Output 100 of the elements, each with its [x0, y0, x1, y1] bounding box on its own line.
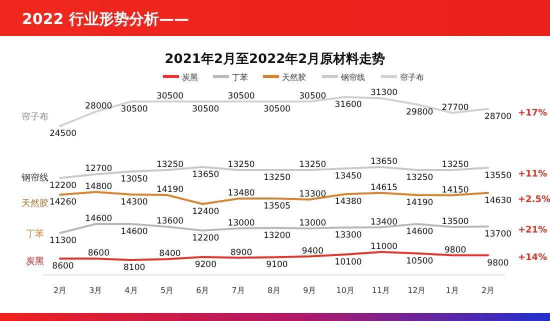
data-label: 13250: [406, 173, 434, 184]
text: 2022 行业形势分析——: [22, 10, 189, 28]
data-label: 30500: [228, 91, 255, 102]
data-label: 13500: [442, 217, 469, 227]
data-label: 14190: [406, 198, 434, 208]
data-label: 8600: [88, 248, 110, 259]
data-label: 14190: [156, 185, 184, 196]
legend-label: 丁苯: [232, 73, 248, 82]
data-label: 14800: [85, 182, 112, 192]
legend-label: 帘子布: [400, 73, 424, 82]
data-label: 13480: [228, 188, 255, 199]
data-label: 12200: [49, 181, 77, 191]
x-tick-label: 2月: [53, 286, 67, 295]
data-label: 13300: [334, 230, 362, 241]
data-label: 30500: [120, 104, 148, 114]
text: 天然胶: [22, 199, 48, 209]
data-label: 10100: [334, 257, 362, 268]
text: 帘子布: [22, 112, 48, 122]
legend: 丁苯: [213, 73, 248, 82]
x-tick-label: 12月: [408, 286, 426, 295]
x-tick-label: 8月: [267, 286, 281, 295]
data-label: 13250: [263, 173, 291, 184]
data-label: 10500: [406, 256, 434, 266]
data-label: 14150: [442, 185, 469, 196]
x-tick-label: 9月: [303, 286, 316, 295]
data-label: 14600: [120, 227, 148, 237]
x-tick-label: 4月: [124, 286, 138, 295]
data-label: 24500: [49, 129, 77, 139]
data-label: 13450: [334, 172, 362, 182]
data-label: 14615: [370, 182, 398, 193]
data-label: 9200: [194, 260, 216, 270]
data-label: 30500: [299, 91, 326, 102]
data-label: 12200: [192, 234, 220, 244]
legend: 炭黑: [163, 73, 198, 82]
x-tick-label: 10月: [336, 286, 354, 295]
text: +11%: [518, 170, 548, 180]
data-label: 13550: [484, 170, 512, 181]
data-label: 8100: [124, 263, 146, 273]
data-label: 8600: [52, 262, 74, 272]
data-label: 14260: [49, 198, 77, 208]
data-label: 13000: [228, 218, 255, 228]
text: 丁苯: [26, 230, 44, 240]
data-label: 14630: [484, 196, 512, 206]
data-label: 29800: [406, 107, 434, 118]
x-tick-label: 6月: [196, 286, 210, 295]
data-label: 9400: [302, 246, 324, 256]
x-tick-label: 5月: [160, 286, 174, 295]
data-label: 31300: [370, 88, 398, 98]
data-label: 12400: [192, 207, 220, 217]
data-label: 9800: [487, 258, 509, 268]
legend: 帘子布: [381, 73, 424, 82]
text: +21%: [518, 226, 548, 236]
x-tick-label: 2月: [481, 286, 495, 295]
chart-title: 2021年2月至2022年2月原材料走势: [164, 51, 386, 67]
data-label: 9100: [266, 260, 288, 270]
data-label: 14380: [334, 197, 362, 208]
data-label: 14600: [85, 214, 112, 224]
data-label: 8400: [159, 249, 181, 260]
legend-label: 炭黑: [182, 73, 198, 82]
legend: 天然胶: [263, 73, 306, 82]
data-label: 30500: [263, 104, 291, 114]
data-label: 13650: [192, 170, 220, 180]
data-label: 13000: [299, 218, 326, 228]
data-label: 13505: [263, 201, 291, 212]
data-label: 13700: [484, 229, 512, 240]
data-label: 30500: [192, 104, 220, 114]
data-label: 13300: [299, 190, 326, 200]
text: +17%: [518, 108, 548, 118]
data-label: 13250: [228, 160, 255, 170]
x-tick-label: 3月: [89, 286, 102, 295]
data-label: 14300: [120, 198, 148, 208]
data-label: 8900: [230, 248, 252, 258]
x-tick-label: 7月: [232, 286, 245, 295]
legend-label: 天然胶: [282, 73, 306, 82]
data-label: 13050: [120, 174, 148, 185]
data-label: 11000: [370, 242, 398, 252]
data-label: 27700: [442, 102, 469, 113]
data-label: 13650: [370, 157, 398, 167]
data-label: 13600: [156, 216, 184, 227]
text: +2.5%: [518, 195, 550, 205]
x-tick-label: 11月: [372, 286, 390, 295]
legend: 钢帘线: [322, 73, 365, 82]
data-label: 13250: [299, 160, 326, 170]
data-label: 28700: [484, 112, 512, 122]
x-tick-label: 1月: [446, 286, 459, 295]
text: 炭黑: [26, 257, 44, 267]
data-label: 12700: [85, 164, 112, 174]
data-label: 13400: [370, 217, 398, 228]
data-label: 13250: [442, 160, 469, 170]
data-label: 11300: [49, 236, 77, 246]
data-label: 13200: [263, 230, 291, 241]
data-label: 9800: [444, 245, 466, 256]
data-label: 14600: [406, 227, 434, 237]
data-label: 30500: [156, 91, 184, 102]
legend-label: 钢帘线: [340, 73, 365, 82]
text: +14%: [518, 253, 548, 263]
data-label: 28000: [85, 102, 112, 112]
data-label: 31600: [334, 100, 362, 110]
text: 钢帘线: [22, 174, 48, 184]
data-label: 13250: [156, 160, 184, 170]
